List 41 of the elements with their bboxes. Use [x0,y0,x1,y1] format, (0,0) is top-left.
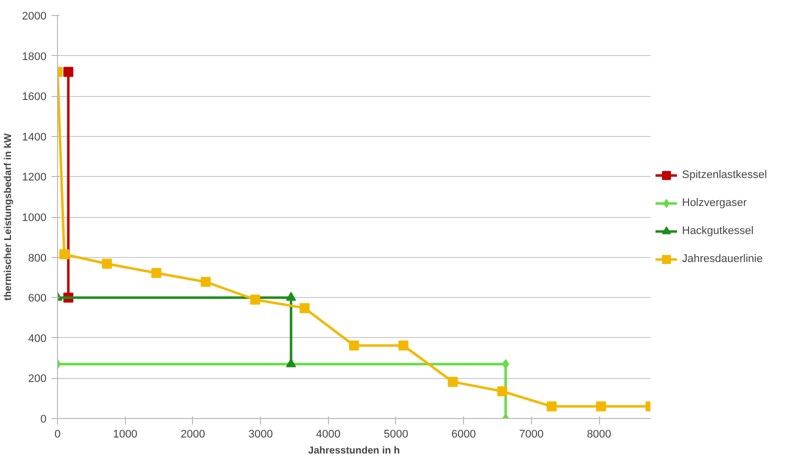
legend-label: Hackgutkessel [682,224,754,236]
y-tick-label: 1800 [22,50,47,63]
point [448,376,458,387]
x-tick-label: 3000 [248,428,273,440]
legend-label: Holzvergaser [682,196,747,208]
x-tick-label: 2000 [180,428,206,440]
point [200,276,211,287]
y-tick-label: 0 [40,414,47,426]
legend-label: Spitzenlastkessel [682,168,767,180]
x-tick-label: 7000 [519,428,544,440]
point [546,401,557,412]
point [59,249,70,260]
y-tick-label: 200 [28,373,47,386]
y-axis-title: thermischer Leistungsbedarf in kW [3,132,14,301]
y-tick-label: 600 [28,292,47,305]
x-tick-label: 5000 [384,428,408,440]
x-axis-title: Jahresstunden in h [308,446,400,456]
y-tick-label: 800 [28,252,47,264]
x-tick-label: 0 [54,428,61,440]
x-tick-label: 4000 [316,428,341,440]
y-tick-label: 1600 [22,91,47,104]
point [497,386,508,396]
legend-label: Jahresdauerlinie [682,252,763,264]
y-tick-label: 2000 [22,10,47,22]
point [286,292,296,301]
point [63,66,74,77]
point [250,294,260,305]
point [349,340,359,351]
y-tick-label: 1400 [22,131,47,144]
point [300,303,310,314]
y-tick-label: 1200 [22,172,47,184]
point [596,401,606,412]
point [151,268,162,278]
point [102,258,112,269]
point [286,358,296,368]
x-tick-label: 8000 [586,428,612,440]
point [398,340,408,351]
y-tick-label: 1000 [22,212,47,224]
x-tick-label: 1000 [112,428,138,440]
x-tick-label: 6000 [451,428,476,440]
y-tick-label: 400 [28,332,47,345]
